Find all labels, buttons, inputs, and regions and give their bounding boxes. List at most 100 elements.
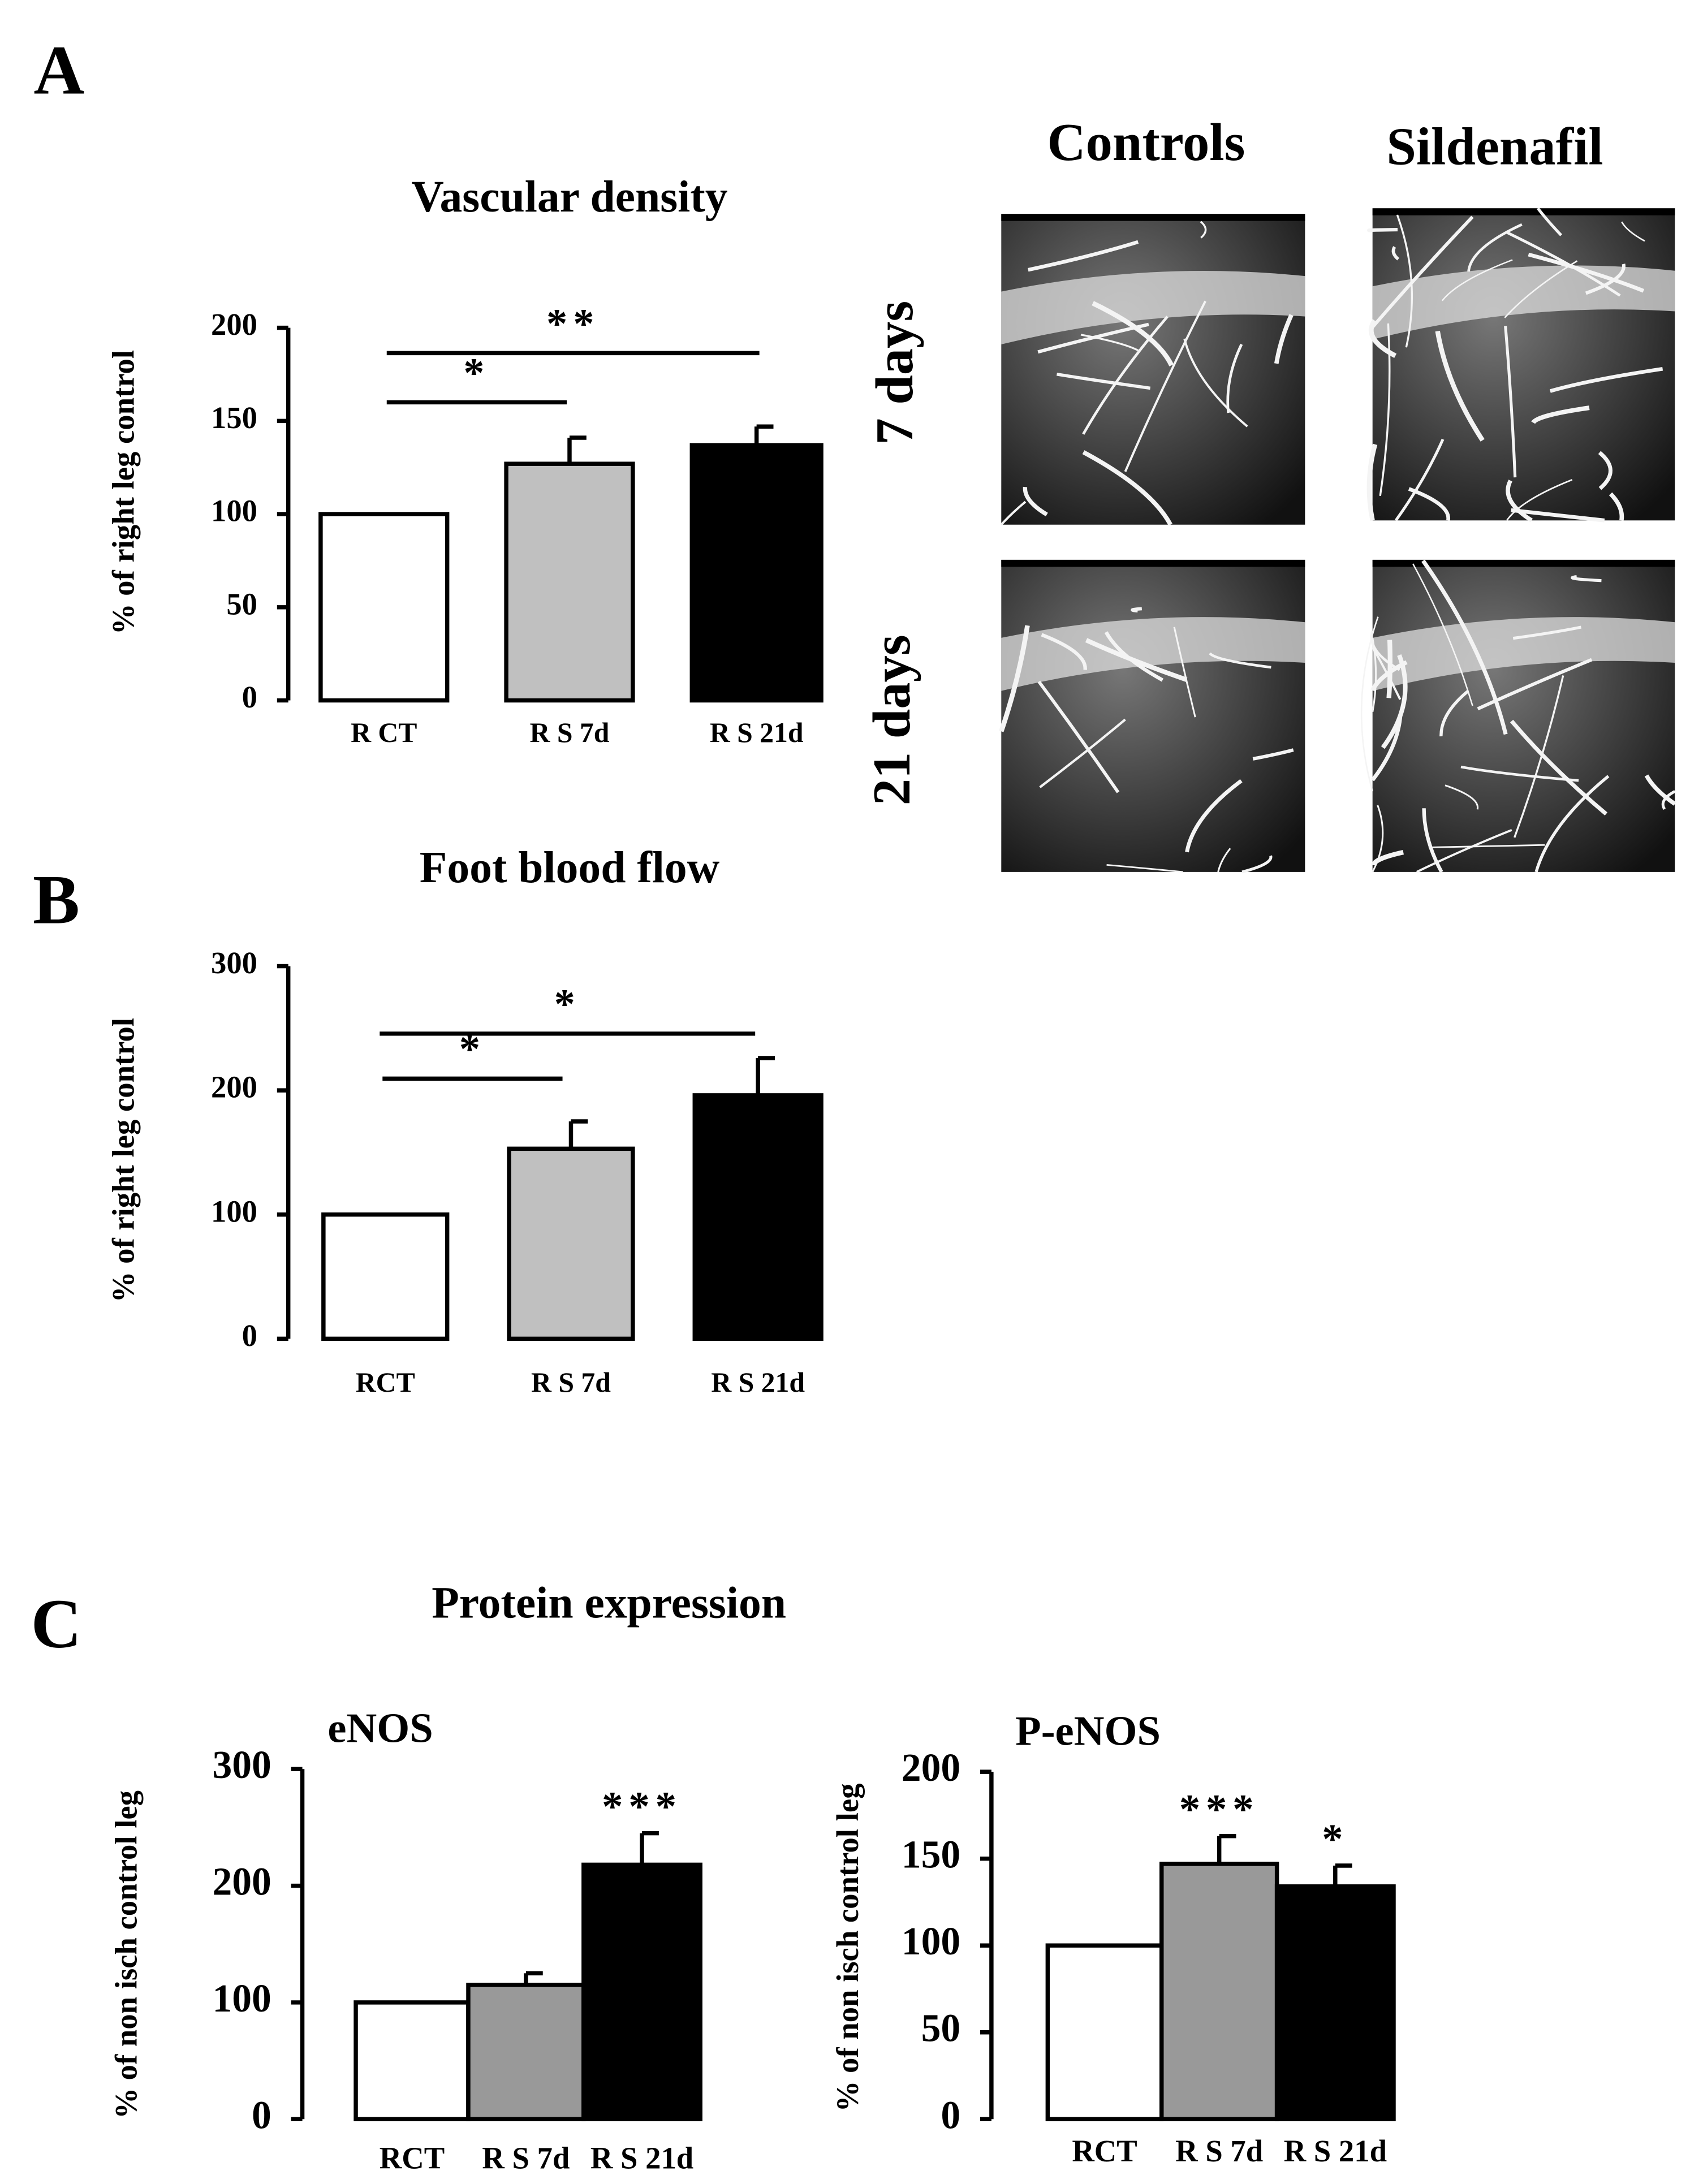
- vessel: [1371, 849, 1404, 866]
- y-tick-label: 100: [211, 494, 257, 528]
- vessel: [1439, 690, 1469, 737]
- row-label: 21 days: [863, 635, 921, 805]
- vessel: [999, 625, 1030, 732]
- y-tick-label: 300: [212, 1743, 271, 1787]
- y-axis-label: % of non isch control leg: [830, 1784, 865, 2112]
- vessel: [1041, 633, 1087, 670]
- vessel: [1531, 405, 1590, 424]
- significance-label: **: [546, 301, 600, 347]
- bone: [1001, 617, 1305, 691]
- vessel: [1370, 660, 1408, 692]
- vessel: [1037, 680, 1120, 793]
- angiograms: [999, 207, 1676, 874]
- significance-label: ***: [602, 1784, 682, 1830]
- bar: [318, 512, 450, 703]
- column-label: Sildenafil: [1386, 118, 1603, 176]
- y-axis-label: % of non isch control leg: [109, 1790, 143, 2119]
- vessel: [1504, 230, 1621, 297]
- y-tick-label: 0: [252, 2094, 271, 2137]
- vessel: [1209, 652, 1271, 669]
- vessel: [1200, 221, 1207, 239]
- bar: [507, 1146, 635, 1341]
- vessel: [1598, 451, 1613, 490]
- vessel: [1274, 314, 1294, 364]
- chart-title: eNOS: [327, 1706, 433, 1752]
- vessel: [1226, 343, 1243, 413]
- significance-label: *: [463, 350, 490, 396]
- y-tick-label: 150: [211, 400, 257, 435]
- panel-label: C: [31, 1585, 82, 1663]
- x-tick-label: R S 7d: [1175, 2134, 1263, 2168]
- y-tick-label: 50: [921, 2007, 961, 2051]
- vessel: [1360, 616, 1379, 792]
- y-tick-label: 200: [211, 1070, 257, 1104]
- x-tick-label: R S 21d: [711, 1367, 805, 1398]
- vessel: [1106, 864, 1183, 873]
- x-tick-label: R CT: [351, 717, 417, 748]
- angiogram-image: [1001, 214, 1305, 525]
- x-tick-label: RCT: [1072, 2134, 1137, 2168]
- y-tick-label: 0: [242, 1318, 257, 1353]
- vessel: [1391, 246, 1400, 261]
- vessel: [1039, 718, 1126, 788]
- vessel: [1217, 848, 1231, 873]
- angiogram-image: [1372, 208, 1675, 521]
- x-tick-label: R S 7d: [482, 2140, 570, 2175]
- chart-title: P-eNOS: [1015, 1708, 1161, 1755]
- vessel: [1080, 334, 1139, 352]
- column-label: Controls: [1047, 113, 1245, 172]
- y-axis-label: % of right leg control: [106, 350, 140, 635]
- vessel: [1394, 438, 1445, 521]
- vessel: [1504, 260, 1578, 318]
- vessel: [1441, 259, 1513, 301]
- bar: [321, 1212, 450, 1341]
- image-header: [1372, 559, 1675, 567]
- significance-label: *: [1322, 1816, 1348, 1862]
- y-tick-label: 200: [902, 1746, 960, 1790]
- vessel: [1000, 500, 1027, 526]
- x-tick-label: R S 21d: [1284, 2134, 1387, 2168]
- image-header: [1001, 214, 1305, 221]
- vessel: [1511, 508, 1605, 523]
- vessel: [1422, 808, 1443, 873]
- vessel: [1057, 372, 1151, 390]
- x-tick-label: R S 21d: [710, 717, 804, 748]
- vessel: [1621, 221, 1645, 242]
- vessel: [1028, 240, 1139, 272]
- angiogram-image: [1001, 559, 1305, 872]
- section-title: Protein expression: [432, 1578, 786, 1628]
- vessel: [1534, 775, 1610, 873]
- x-tick-label: R S 7d: [530, 717, 610, 748]
- vessel: [1477, 658, 1593, 711]
- y-tick-label: 50: [226, 586, 257, 621]
- vessel: [1241, 855, 1273, 874]
- vessel: [1366, 443, 1378, 521]
- vessel: [1609, 492, 1624, 521]
- bar: [504, 461, 635, 703]
- vessel: [1371, 215, 1474, 329]
- angiogram-image: [1372, 559, 1675, 872]
- significance-label: *: [554, 981, 581, 1028]
- bar: [1045, 1943, 1164, 2122]
- vessel: [1082, 316, 1169, 435]
- vessel: [1023, 486, 1048, 517]
- vessel: [1371, 646, 1402, 700]
- vessel: [1536, 207, 1563, 236]
- chart-title: Foot blood flow: [420, 843, 720, 892]
- vessel: [1528, 252, 1645, 293]
- vessel: [1185, 779, 1243, 853]
- significance-label: ***: [1179, 1786, 1260, 1833]
- y-tick-label: 300: [211, 946, 257, 980]
- vessel: [1082, 450, 1172, 526]
- bar: [689, 443, 824, 703]
- vessel: [1460, 765, 1579, 782]
- vessel: [1412, 563, 1473, 706]
- y-tick-label: 0: [941, 2094, 960, 2137]
- vessel: [1371, 714, 1403, 782]
- y-tick-label: 100: [211, 1194, 257, 1228]
- y-tick-label: 0: [242, 680, 257, 714]
- bar: [692, 1093, 824, 1341]
- vessel: [1092, 301, 1174, 366]
